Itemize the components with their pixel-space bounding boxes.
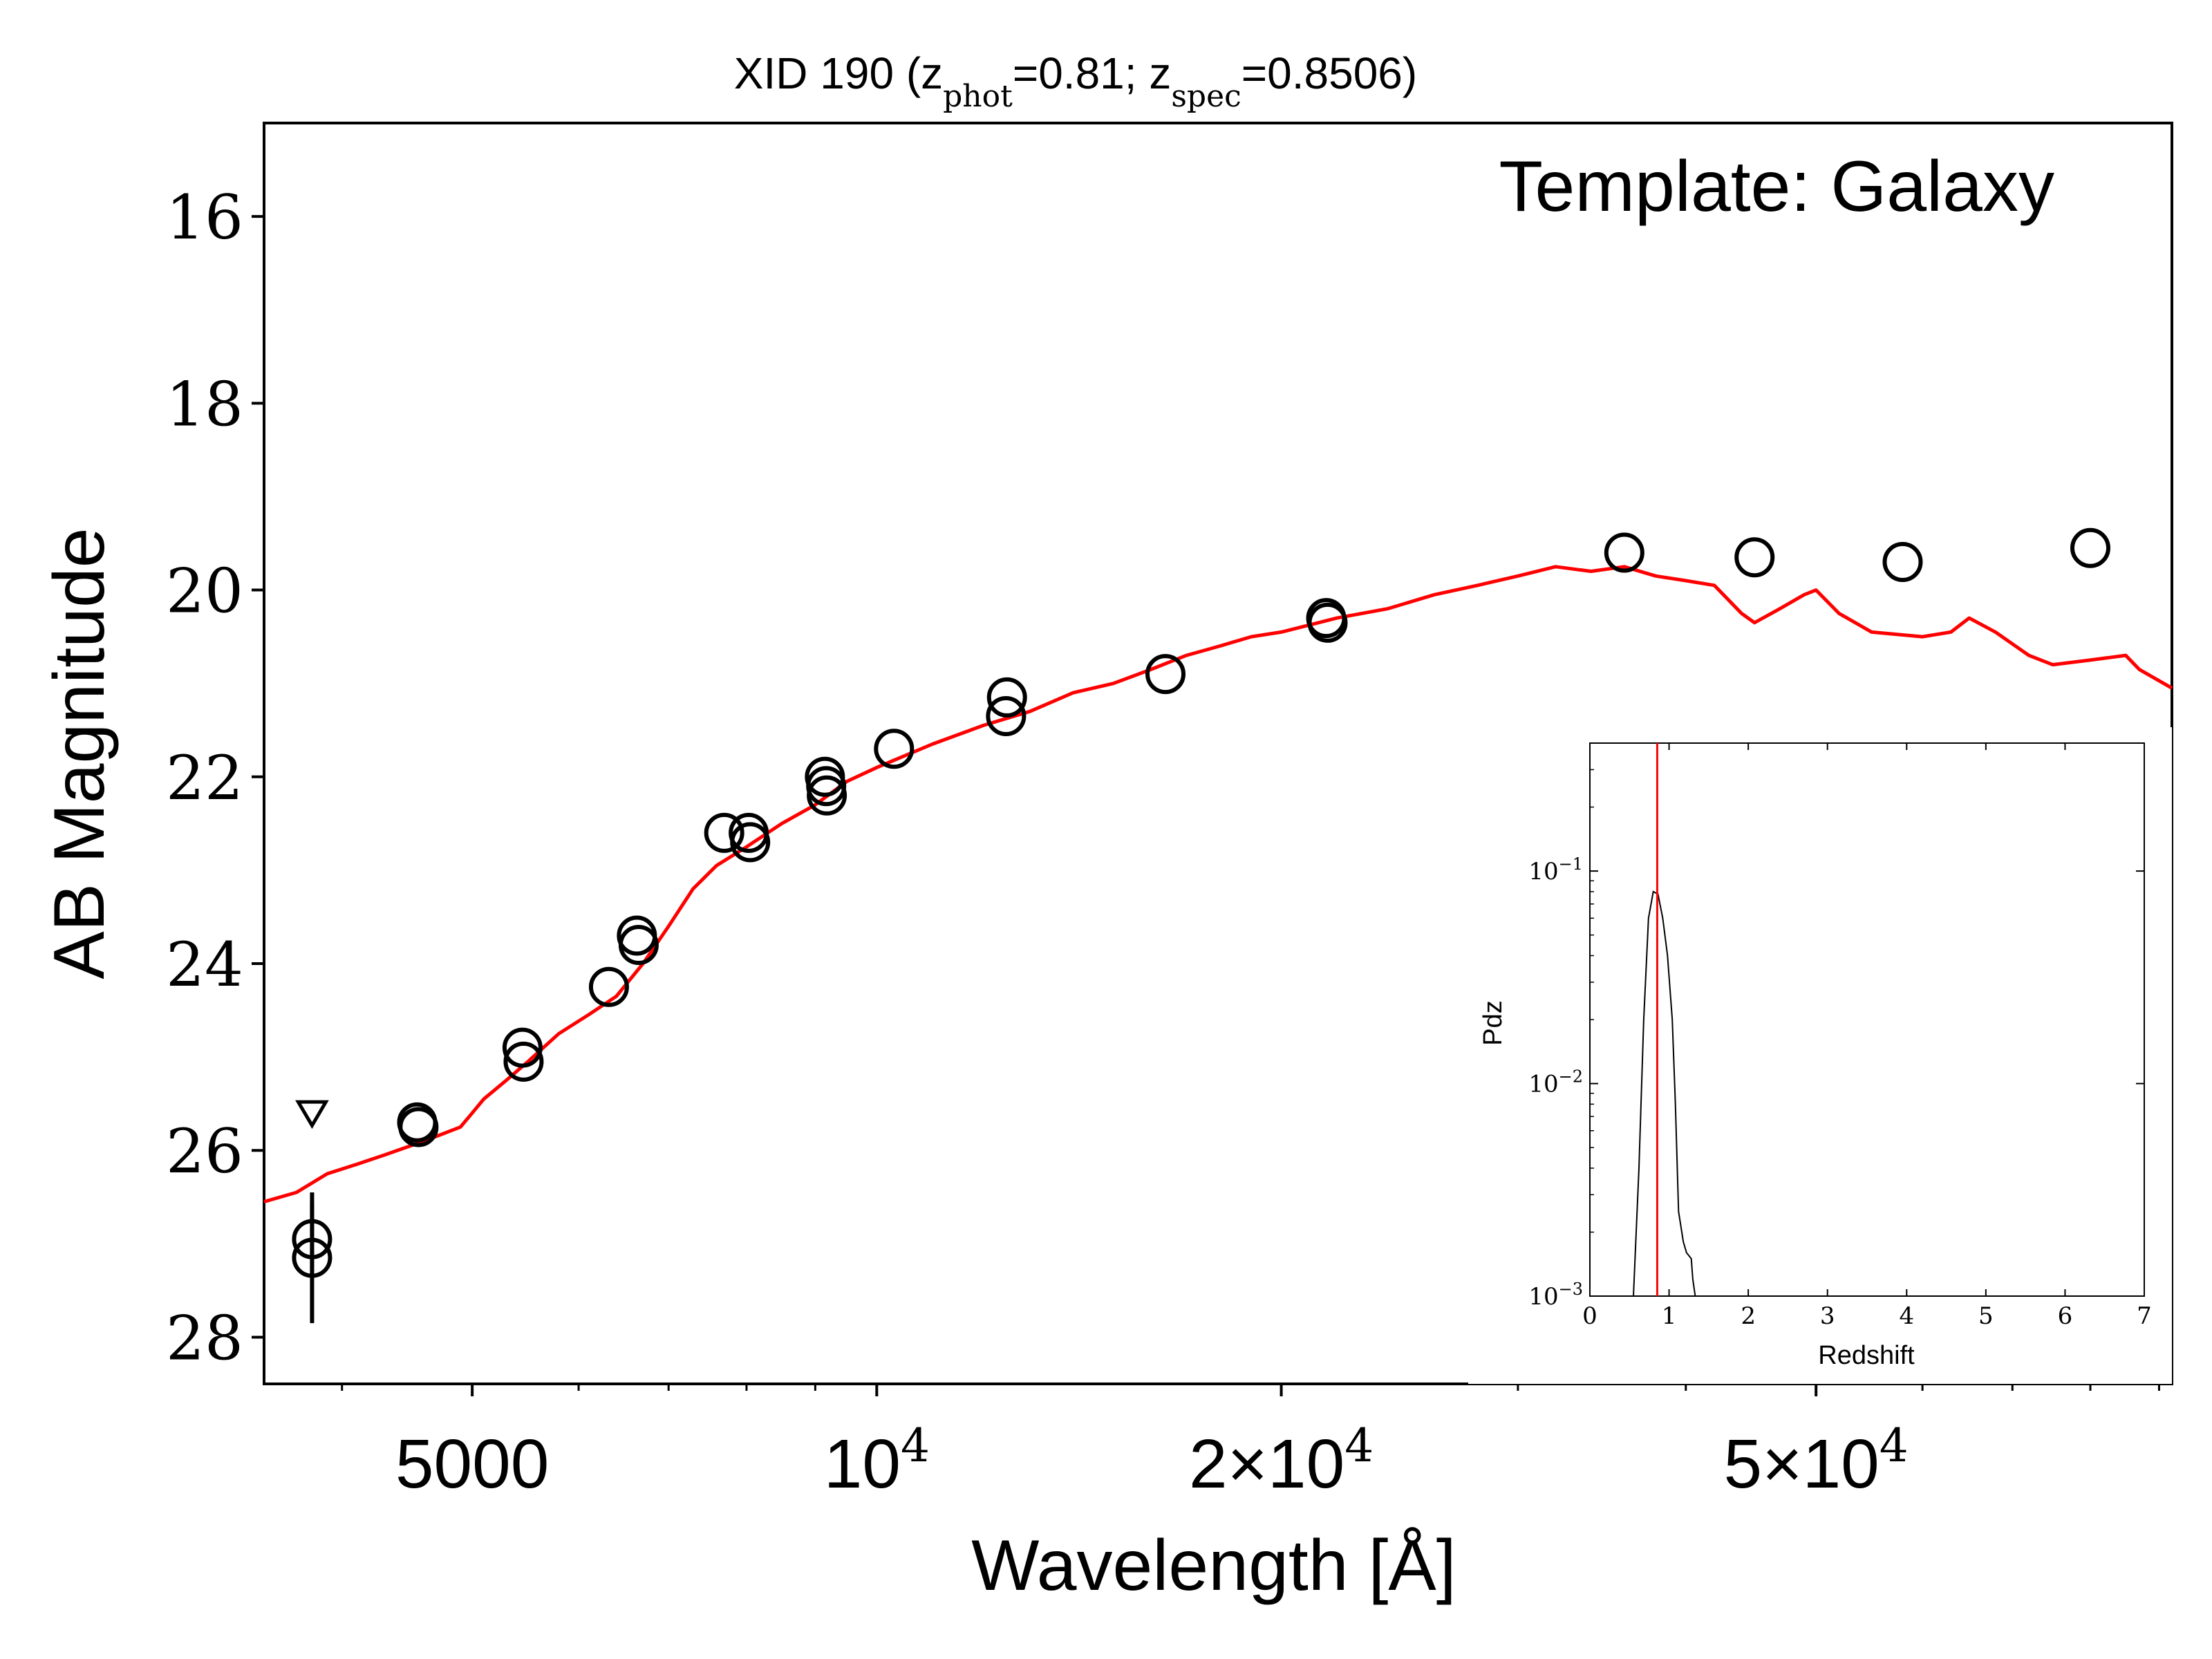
x-tick-label: 104 [824, 1419, 930, 1503]
inset-x-tick-label: 0 [1582, 1302, 1597, 1330]
inset-y-ticks: 10−1 10−2 10−3 [1528, 769, 2144, 1311]
photometry-point [588, 966, 629, 1007]
photometry-point [1307, 602, 1348, 643]
photometry-point [1604, 532, 1644, 573]
inset-y-tick-label: 10−3 [1528, 1280, 1583, 1311]
photometry-point [618, 924, 659, 965]
points-layer [292, 527, 2111, 1324]
inset-background [1468, 727, 2172, 1384]
x-tick-label: 5000 [395, 1425, 549, 1503]
inset-x-tick-label: 5 [1978, 1302, 1994, 1330]
x-axis-label: Wavelength [Å] [971, 1526, 1456, 1606]
photometry-point [1145, 654, 1186, 695]
y-tick-label: 24 [166, 929, 243, 1000]
y-axis-label: AB Magnitude [39, 527, 120, 979]
pdz-curve-layer [1633, 743, 1696, 1297]
y-tick-label: 26 [166, 1116, 243, 1187]
inset-x-ticks: 0 1 2 3 4 5 6 7 [1582, 743, 2152, 1330]
y-tick-label: 16 [166, 182, 243, 253]
y-tick-label: 28 [166, 1302, 243, 1374]
inset-x-tick-label: 2 [1741, 1302, 1756, 1330]
pdz-curve [1633, 890, 1696, 1297]
photometry-point [730, 822, 771, 863]
y-tick-label: 18 [166, 368, 243, 440]
template-annotation: Template: Galaxy [1499, 147, 2054, 227]
y-ticks: 16 18 20 22 24 26 28 [166, 182, 264, 1374]
inset-x-tick-label: 4 [1899, 1302, 1914, 1330]
photometry-point [1882, 542, 1923, 583]
photometry-point [2070, 527, 2111, 568]
photometry-point [398, 1107, 439, 1147]
photometry-point [1734, 537, 1775, 578]
x-tick-label: 2×104 [1189, 1419, 1374, 1503]
inset-x-tick-label: 3 [1820, 1302, 1835, 1330]
inset-x-label: Redshift [1818, 1341, 1915, 1370]
inset-y-tick-label: 10−2 [1528, 1067, 1583, 1098]
inset-y-tick-label: 10−1 [1528, 854, 1583, 885]
y-tick-label: 22 [166, 742, 243, 814]
photometry-point [807, 775, 847, 816]
model-layer [263, 565, 2173, 1203]
upper-limit-marker [295, 1100, 329, 1130]
inset-x-tick-label: 1 [1662, 1302, 1677, 1330]
model-spectrum-line [263, 565, 2173, 1203]
photometry-point [986, 695, 1027, 736]
photometry-point [986, 677, 1027, 718]
inset-x-tick-label: 6 [2058, 1302, 2073, 1330]
photometry-point [704, 812, 744, 853]
chart-title: XID 190 (zphot=0.81; zspec=0.8506) [734, 48, 1417, 114]
photometry-point [503, 1041, 544, 1082]
photometry-point [874, 729, 915, 769]
inset-x-tick-label: 7 [2137, 1302, 2152, 1330]
photometry-point [292, 1237, 332, 1278]
photometry-point [502, 1027, 543, 1068]
y-tick-label: 20 [166, 556, 243, 627]
x-tick-label: 5×104 [1724, 1419, 1909, 1503]
x-ticks: 5000 104 2×104 5×104 [341, 1384, 2160, 1503]
pdz-inset: 0 1 2 3 4 5 6 7 10−1 10−2 10−3 Redshift Pdz [1468, 727, 2172, 1384]
inset-y-label: Pdz [1479, 1000, 1508, 1045]
